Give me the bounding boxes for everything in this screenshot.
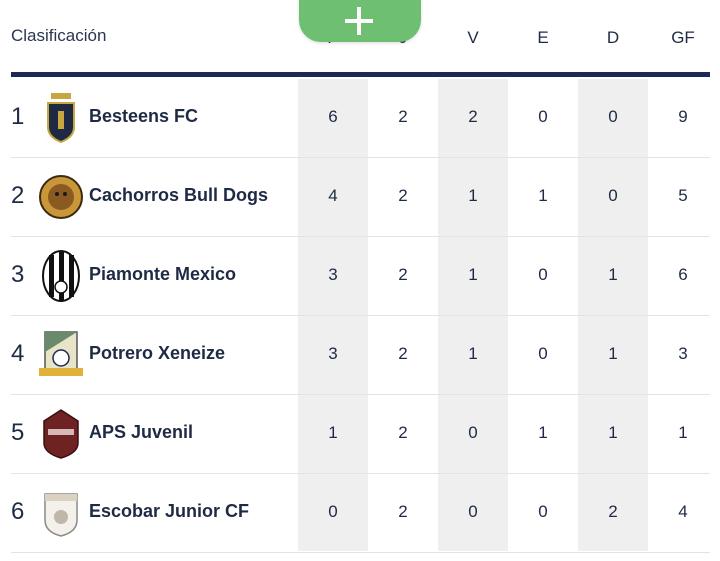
piamonte-crest-icon [42, 250, 80, 302]
team-name[interactable]: Potrero Xeneize [89, 343, 226, 363]
column-header-d[interactable]: D [606, 28, 620, 47]
stat-d: 0 [608, 107, 618, 126]
stat-v: 1 [468, 265, 478, 284]
stat-e: 1 [538, 186, 548, 205]
team-name[interactable]: Escobar Junior CF [89, 501, 250, 521]
plus-icon [345, 7, 373, 35]
stat-d: 1 [608, 265, 618, 284]
stat-v: 1 [468, 186, 478, 205]
standings-table: Clasificación P J V E D GF 1 Besteens FC… [11, 0, 710, 553]
stat-p: 4 [328, 186, 338, 205]
stat-gf: 9 [678, 107, 688, 126]
stat-e: 1 [538, 423, 548, 442]
besteens-crest-icon [47, 93, 75, 144]
stat-v: 0 [468, 502, 478, 521]
stat-gf: 5 [678, 186, 688, 205]
stat-gf: 4 [678, 502, 688, 521]
position: 2 [11, 182, 25, 209]
stat-j: 2 [398, 502, 408, 521]
header-divider [11, 72, 710, 77]
position: 1 [11, 103, 25, 130]
team-name[interactable]: Besteens FC [89, 106, 199, 126]
stat-p: 3 [328, 265, 338, 284]
stat-j: 2 [398, 344, 408, 363]
stat-e: 0 [538, 265, 548, 284]
stat-j: 2 [398, 265, 408, 284]
table-row[interactable]: 6 Escobar Junior CF 0 2 0 0 2 4 [11, 474, 710, 553]
team-name[interactable]: Cachorros Bull Dogs [89, 185, 269, 205]
stat-d: 2 [608, 502, 618, 521]
table-row[interactable]: 4 Potrero Xeneize 3 2 1 0 1 3 [11, 316, 710, 395]
stat-v: 0 [468, 423, 478, 442]
stat-p: 0 [328, 502, 338, 521]
table-row[interactable]: 5 APS Juvenil 1 2 0 1 1 1 [11, 395, 710, 474]
stat-j: 2 [398, 423, 408, 442]
table-row[interactable]: 2 Cachorros Bull Dogs 4 2 1 1 0 5 [11, 158, 710, 237]
column-header-gf[interactable]: GF [671, 28, 695, 47]
aps-crest-icon [43, 409, 79, 459]
stat-e: 0 [538, 107, 548, 126]
stat-d: 1 [608, 423, 618, 442]
stat-d: 0 [608, 186, 618, 205]
stat-v: 1 [468, 344, 478, 363]
column-header-e[interactable]: E [537, 28, 549, 47]
position: 6 [11, 498, 25, 525]
escobar-crest-icon [44, 493, 78, 537]
stat-e: 0 [538, 502, 548, 521]
stat-j: 2 [398, 107, 408, 126]
table-row[interactable]: 1 Besteens FC 6 2 2 0 0 9 [11, 79, 710, 158]
stat-p: 1 [328, 423, 338, 442]
stat-j: 2 [398, 186, 408, 205]
position: 4 [11, 340, 25, 367]
position: 5 [11, 419, 25, 446]
team-name[interactable]: APS Juvenil [89, 422, 194, 442]
stat-gf: 1 [678, 423, 688, 442]
stat-p: 3 [328, 344, 338, 363]
table-title: Clasificación [11, 26, 107, 45]
stat-v: 2 [468, 107, 478, 126]
stat-d: 1 [608, 344, 618, 363]
stat-e: 0 [538, 344, 548, 363]
potrero-crest-icon [39, 331, 83, 376]
position: 3 [11, 261, 25, 288]
stat-p: 6 [328, 107, 338, 126]
stat-gf: 6 [678, 265, 688, 284]
add-button[interactable] [299, 0, 421, 42]
bulldogs-crest-icon [39, 175, 83, 219]
table-row[interactable]: 3 Piamonte Mexico 3 2 1 0 1 6 [11, 237, 710, 316]
stat-gf: 3 [678, 344, 688, 363]
team-name[interactable]: Piamonte Mexico [89, 264, 237, 284]
column-header-v[interactable]: V [467, 28, 479, 47]
